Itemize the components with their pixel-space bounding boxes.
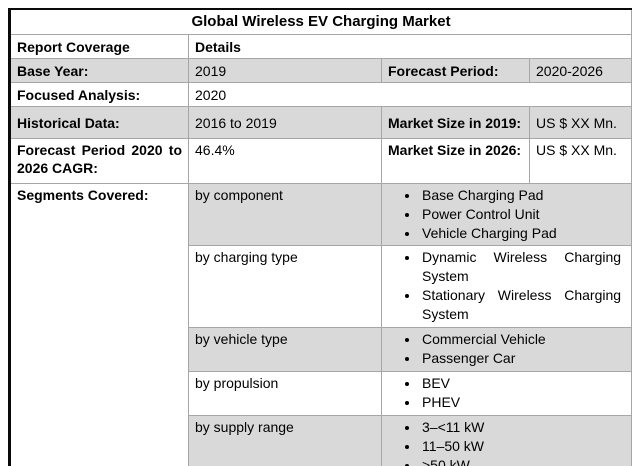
list-item: 3–<11 kW: [420, 418, 621, 437]
base-year-label: Base Year:: [9, 58, 189, 83]
list-item: Vehicle Charging Pad: [420, 224, 621, 243]
list-item: Dynamic Wireless Charging System: [420, 248, 621, 286]
list-item: Base Charging Pad: [420, 186, 621, 205]
header-details: Details: [187, 34, 633, 59]
list-item: PHEV: [420, 393, 621, 412]
list-item: Passenger Car: [420, 349, 621, 368]
list-item: >50 kW: [420, 456, 621, 466]
forecast-period-value: 2020-2026: [528, 58, 633, 83]
header-row: Report Coverage Details: [9, 34, 633, 59]
market-size-2019-label: Market Size in 2019:: [381, 106, 530, 139]
focused-analysis-label: Focused Analysis:: [9, 82, 189, 107]
forecast-period-label: Forecast Period:: [381, 58, 530, 83]
forecast-cagr-label: Forecast Period 2020 to 2026 CAGR:: [9, 138, 189, 184]
focused-analysis-row: Focused Analysis: 2020: [9, 82, 633, 107]
market-size-2026-label: Market Size in 2026:: [381, 138, 530, 184]
segment-group-items: 3–<11 kW 11–50 kW >50 kW: [380, 415, 633, 466]
bullet-list: Dynamic Wireless Charging System Station…: [383, 248, 626, 324]
list-item: Power Control Unit: [420, 205, 621, 224]
historical-data-row: Historical Data: 2016 to 2019 Market Siz…: [9, 106, 633, 139]
table-title: Global Wireless EV Charging Market: [8, 8, 633, 35]
segment-row-charging-type: by charging type Dynamic Wireless Chargi…: [10, 245, 633, 328]
list-item: Commercial Vehicle: [420, 330, 621, 349]
segment-group-name: by supply range: [188, 415, 382, 466]
list-item: Stationary Wireless Charging System: [420, 286, 621, 324]
bullet-list: Commercial Vehicle Passenger Car: [383, 330, 626, 368]
segment-row-propulsion: by propulsion BEV PHEV: [10, 371, 633, 416]
segment-group-name: by component: [188, 183, 382, 246]
segment-row-component: Segments Covered: by component Base Char…: [9, 183, 633, 466]
base-year-row: Base Year: 2019 Forecast Period: 2020-20…: [9, 58, 633, 83]
historical-data-label: Historical Data:: [9, 106, 189, 139]
segment-group-items: Commercial Vehicle Passenger Car: [380, 327, 633, 372]
segment-row-supply-range: by supply range 3–<11 kW 11–50 kW >50 kW: [10, 415, 633, 466]
title-row: Global Wireless EV Charging Market: [8, 8, 633, 35]
bullet-list: 3–<11 kW 11–50 kW >50 kW: [383, 418, 626, 466]
list-item: 11–50 kW: [420, 437, 621, 456]
segment-group-items: Dynamic Wireless Charging System Station…: [380, 245, 633, 328]
base-year-value: 2019: [188, 58, 382, 83]
segment-group-items: BEV PHEV: [380, 371, 633, 416]
forecast-cagr-value: 46.4%: [188, 138, 382, 184]
market-size-2019-value: US $ XX Mn.: [528, 106, 633, 139]
bullet-list: Base Charging Pad Power Control Unit Veh…: [383, 186, 626, 243]
report-scope-table: Global Wireless EV Charging Market Repor…: [8, 8, 633, 466]
bullet-list: BEV PHEV: [383, 374, 626, 412]
market-size-2026-value: US $ XX Mn.: [528, 138, 633, 184]
header-report-coverage: Report Coverage: [9, 34, 189, 59]
focused-analysis-value: 2020: [187, 82, 633, 107]
list-item: BEV: [420, 374, 621, 393]
segment-group-items: Base Charging Pad Power Control Unit Veh…: [380, 183, 633, 246]
segment-row-vehicle-type: by vehicle type Commercial Vehicle Passe…: [10, 327, 633, 372]
segment-group-name: by charging type: [188, 245, 382, 328]
segment-group-name: by vehicle type: [188, 327, 382, 372]
historical-data-value: 2016 to 2019: [188, 106, 382, 139]
segments-covered-label: Segments Covered:: [9, 183, 189, 466]
forecast-cagr-row: Forecast Period 2020 to 2026 CAGR: 46.4%…: [9, 138, 633, 184]
segment-group-name: by propulsion: [188, 371, 382, 416]
